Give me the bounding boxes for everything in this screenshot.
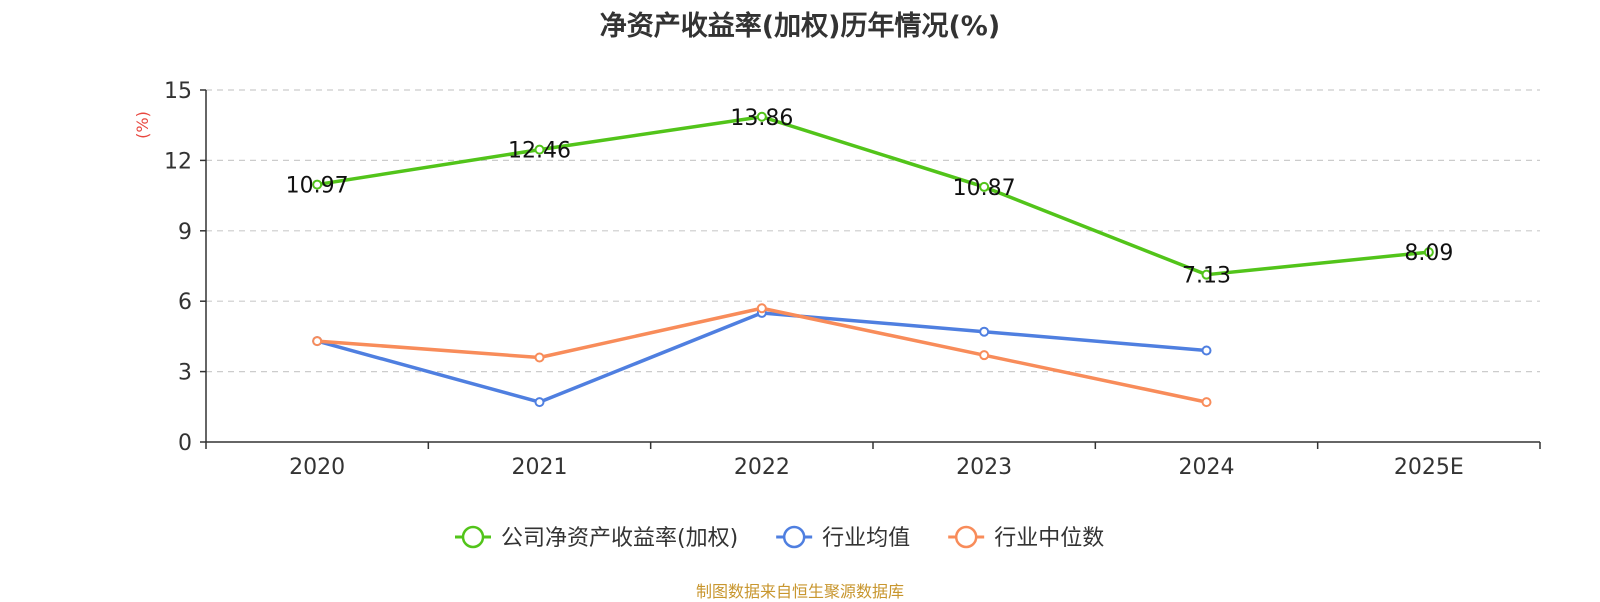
x-tick-label: 2023 [956,455,1012,480]
data-point[interactable] [534,397,545,408]
data-label: 12.46 [508,139,571,164]
data-labels: 10.97 12.46 13.86 10.87 7.13 8.09 [286,106,1454,289]
y-tick-label: 12 [164,149,192,174]
legend-item[interactable]: 行业均值 [776,525,910,551]
series [312,111,1434,408]
chart-title: 净资产收益率(加权)历年情况(%) [599,11,1001,42]
data-point[interactable] [979,181,990,192]
grid-lines [206,89,1540,373]
data-point[interactable] [979,350,990,361]
data-label: 7.13 [1182,264,1231,289]
series-line [316,115,1430,277]
data-point[interactable] [1201,345,1212,356]
x-tick-label: 2021 [512,455,568,480]
legend-item[interactable]: 公司净资产收益率(加权) [455,525,738,551]
data-point[interactable] [756,111,767,122]
legend-label: 行业中位数 [994,526,1104,551]
y-tick-label: 3 [178,361,192,386]
axes: 0 3 6 9 12 15 2020 2021 2022 2023 2024 2025E [164,79,1541,480]
data-label: 10.87 [953,176,1016,201]
x-tick-label: 2024 [1179,455,1235,480]
data-point[interactable] [312,179,323,190]
y-tick-label: 6 [178,290,192,315]
data-point[interactable] [1201,269,1212,280]
data-point[interactable] [756,303,767,314]
series-line [317,306,1207,404]
data-source-note: 制图数据来自恒生聚源数据库 [695,582,904,601]
legend-label: 公司净资产收益率(加权) [501,526,738,551]
x-tick-label: 2020 [289,455,345,480]
data-label: 13.86 [730,106,793,131]
x-tick-label: 2022 [734,455,790,480]
data-point[interactable] [312,336,323,347]
data-label: 8.09 [1404,241,1453,266]
data-point[interactable] [1423,247,1434,258]
legend-marker [461,525,485,549]
legend-item[interactable]: 行业中位数 [948,525,1104,551]
data-point[interactable] [534,144,545,155]
y-tick-label: 9 [178,220,192,245]
data-point[interactable] [979,326,990,337]
data-point[interactable] [1201,397,1212,408]
y-axis-label: (%) [133,111,152,139]
x-tick-label: 2025E [1394,455,1464,480]
data-label: 10.97 [286,174,349,199]
data-point[interactable] [534,352,545,363]
legend-marker [782,525,806,549]
series-line [316,311,1207,404]
legend-marker [954,525,978,549]
legend-label: 行业均值 [822,526,910,551]
y-tick-label: 15 [164,79,192,104]
chart: 0 3 6 9 12 15 2020 2021 2022 2023 2024 2025E (%) 10… [133,79,1541,551]
y-tick-label: 0 [178,431,192,456]
legend: 公司净资产收益率(加权) 行业均值 行业中位数 [455,525,1104,551]
